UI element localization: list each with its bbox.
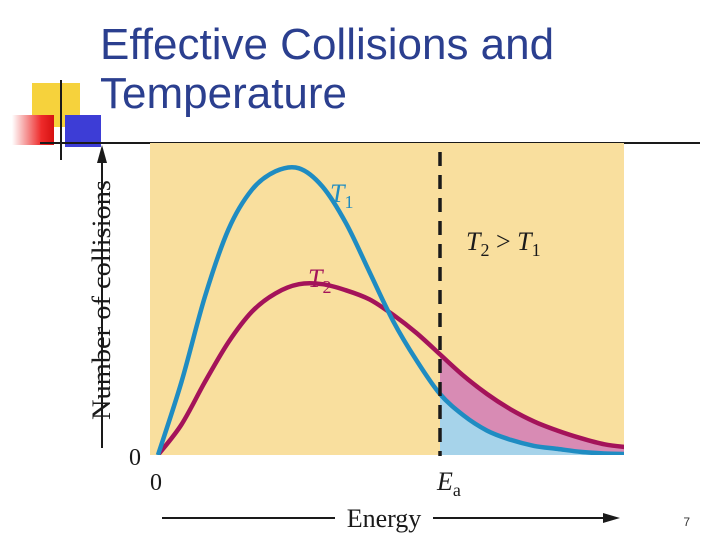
x-tick-label-0: 0 [150, 470, 162, 496]
y-axis-arrowhead [97, 145, 107, 163]
y-tick-label-0: 0 [129, 445, 141, 471]
series-line-t1 [155, 164, 624, 455]
x-axis-label: Energy [347, 504, 422, 533]
slide-number: 7 [683, 515, 690, 529]
decor-red-square [12, 115, 54, 145]
series-label-t1: T1 [330, 179, 353, 212]
series-label-t2: T2 [308, 264, 331, 297]
x-axis-arrowhead [603, 513, 620, 523]
slide-title: Effective Collisions and Temperature [100, 20, 700, 118]
slide-title-line-1: Effective Collisions and [100, 20, 555, 69]
x-axis: Energy [162, 504, 620, 533]
y-axis-label: Number of collisions [87, 180, 116, 420]
slide-title-line-2: Temperature [100, 69, 348, 118]
decor-blue-square [65, 115, 101, 147]
series-line-t2 [156, 281, 624, 455]
plot-background [150, 143, 624, 455]
decor-vertical-line [60, 80, 62, 160]
t1-area-above-ea [440, 394, 624, 455]
ea-tick-label: Ea [436, 467, 461, 500]
temperature-comparison-annotation: T2 > T1 [466, 227, 541, 260]
y-axis: Number of collisions [87, 145, 116, 448]
